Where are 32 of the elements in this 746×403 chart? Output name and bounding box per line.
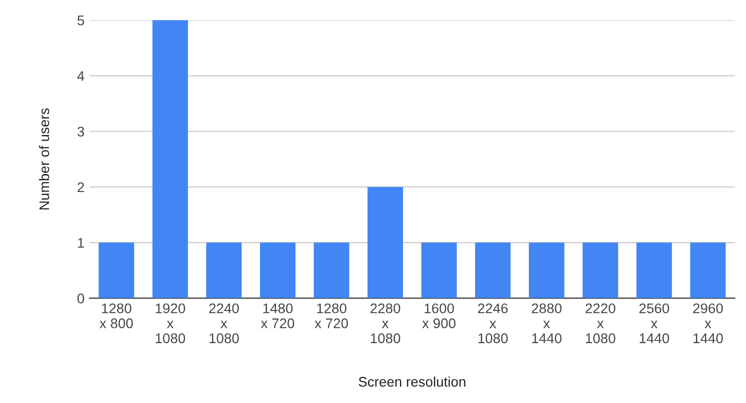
- x-tick-label: 2560 x 1440: [639, 303, 670, 344]
- bar: [528, 242, 564, 298]
- bar: [368, 186, 404, 298]
- y-tick-label: 4: [77, 71, 84, 81]
- x-tick-label: 1600 x 900: [422, 303, 456, 328]
- bar: [98, 242, 134, 298]
- x-axis-title: Screen resolution: [358, 376, 466, 387]
- y-tick-label: 3: [77, 126, 84, 137]
- y-tick-label: 1: [78, 238, 84, 248]
- y-axis-title: Number of users: [38, 108, 50, 210]
- bar: [260, 242, 296, 298]
- x-tick-label: 2280 x 1080: [370, 303, 400, 344]
- bar: [314, 242, 350, 298]
- bar: [582, 242, 618, 298]
- x-tick-label: 2220 x 1080: [586, 303, 616, 344]
- x-tick-label: 2880 x 1440: [532, 303, 562, 344]
- bar: [152, 20, 188, 298]
- x-tick-label: 2240 x 1080: [209, 303, 239, 344]
- x-tick-label: 2960 x 1440: [693, 303, 723, 344]
- x-tick-label: 1920 x 1080: [156, 303, 186, 344]
- bar: [421, 242, 457, 298]
- y-tick-label: 2: [78, 182, 84, 192]
- bar: [206, 242, 242, 298]
- bar: [475, 242, 511, 298]
- x-tick-label: 2246 x 1080: [478, 303, 508, 344]
- y-tick-label: 5: [77, 16, 84, 26]
- x-tick-label: 1480 x 720: [260, 303, 294, 328]
- bar: [636, 242, 672, 298]
- x-tick-label: 1280 x 800: [100, 303, 133, 328]
- x-tick-label: 1280 x 720: [314, 303, 348, 328]
- y-tick-label: 0: [77, 294, 84, 304]
- bar: [690, 242, 726, 298]
